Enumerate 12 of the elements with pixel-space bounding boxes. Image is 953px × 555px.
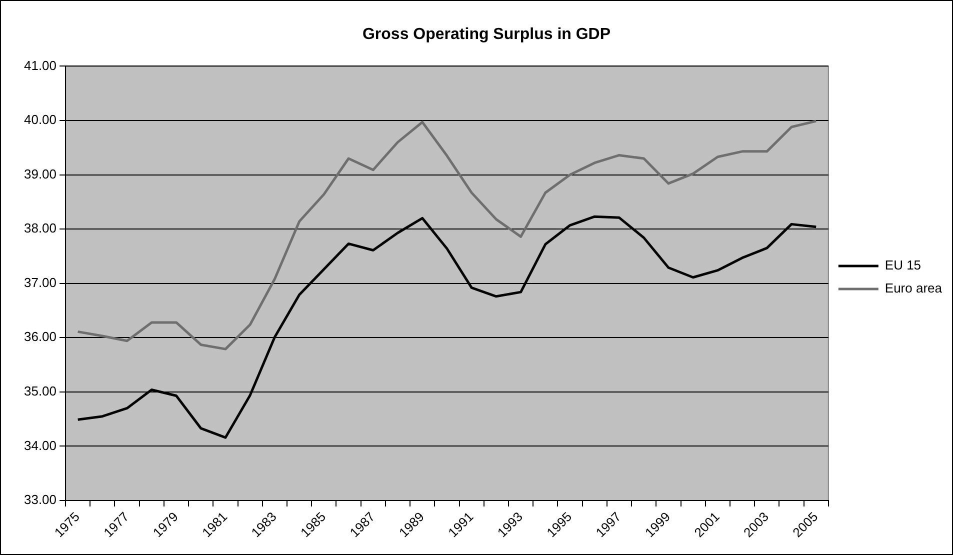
y-tick-label: 36.00 xyxy=(24,329,57,344)
y-tick-label: 34.00 xyxy=(24,438,57,453)
legend-label: Euro area xyxy=(884,280,943,296)
y-tick-label: 41.00 xyxy=(24,58,57,73)
y-tick-label: 33.00 xyxy=(24,492,57,508)
y-tick-label: 40.00 xyxy=(24,112,57,128)
y-tick-label: 39.00 xyxy=(24,166,57,182)
y-tick-label: 35.00 xyxy=(24,384,57,399)
legend-label: EU 15 xyxy=(884,258,922,273)
y-tick-label: 38.00 xyxy=(24,220,57,236)
chart-title: Gross Operating Surplus in GDP xyxy=(362,26,611,44)
y-tick-label: 37.00 xyxy=(24,274,57,290)
